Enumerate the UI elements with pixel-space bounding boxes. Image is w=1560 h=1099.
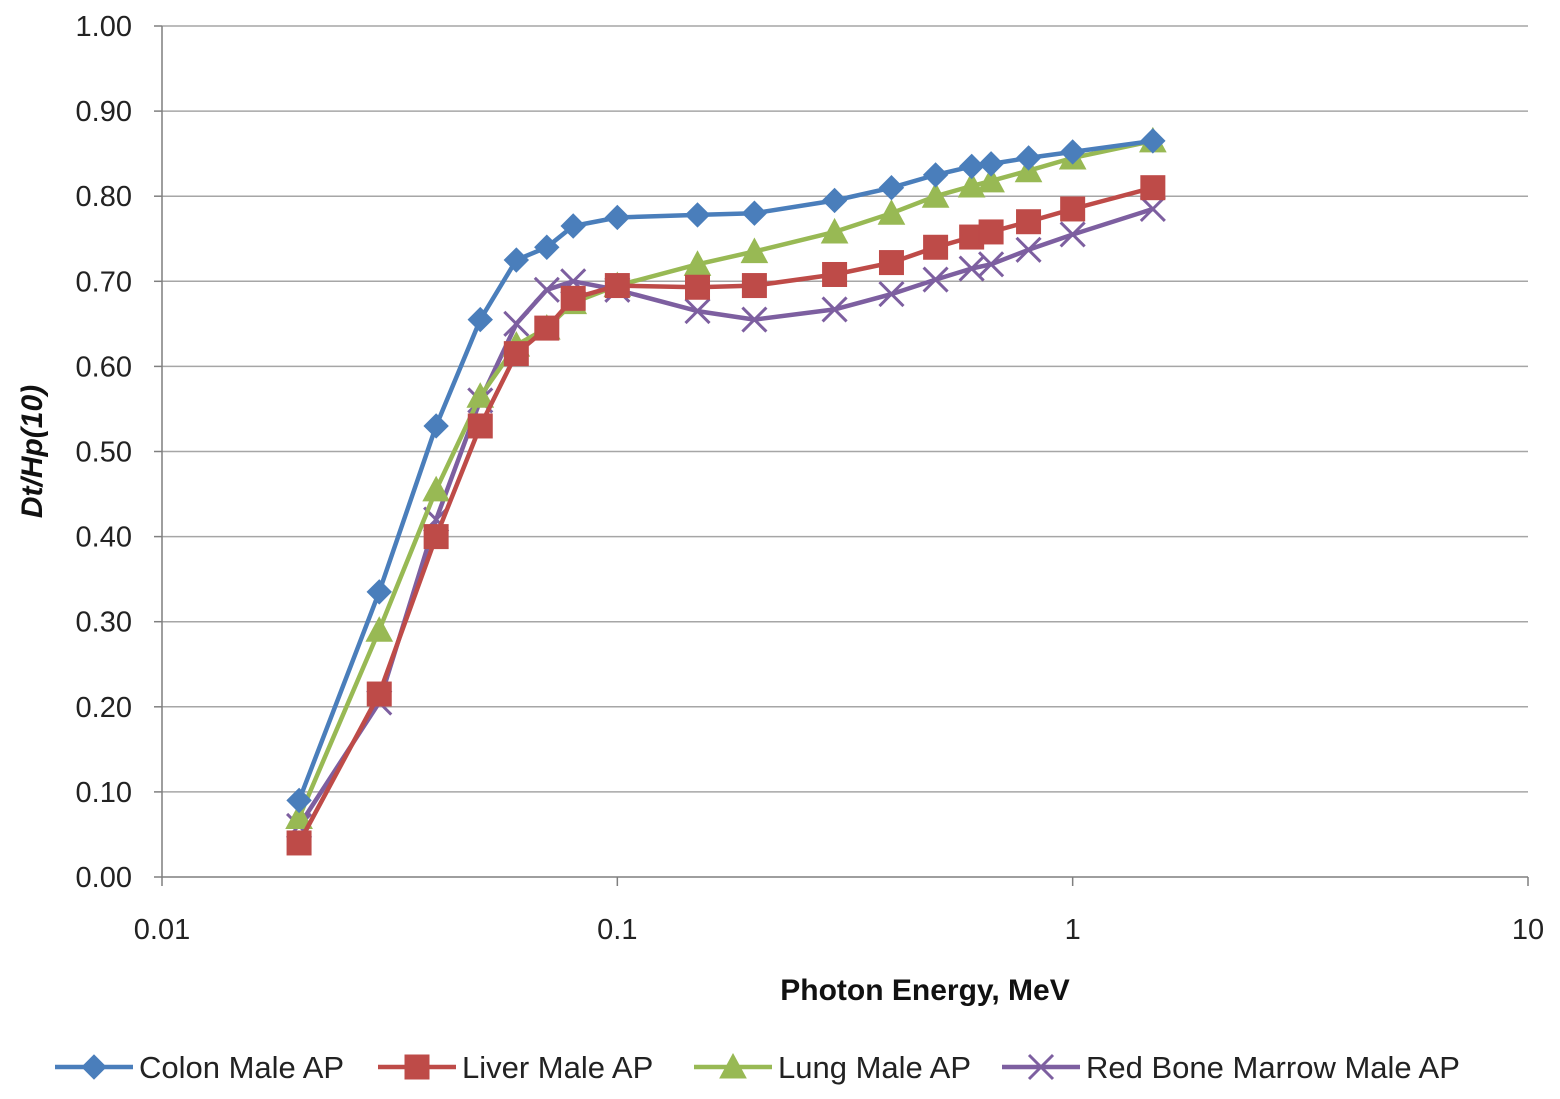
legend-label: Liver Male AP <box>462 1050 653 1085</box>
data-point-triangle <box>820 217 849 244</box>
data-point-diamond <box>922 162 949 188</box>
x-tick-label: 0.1 <box>597 914 637 946</box>
data-point-x <box>978 251 1005 278</box>
data-point-diamond <box>366 579 392 605</box>
legend: Colon Male AP Liver Male AP Lung Male AP Re… <box>55 1050 1460 1085</box>
data-point-diamond <box>286 787 312 814</box>
data-point-square <box>822 261 848 287</box>
data-point-x <box>1059 221 1086 248</box>
data-point-diamond <box>560 213 586 239</box>
data-point-diamond <box>821 187 848 214</box>
series-red-bone-marrow-male-ap <box>286 195 1166 840</box>
data-point-diamond <box>503 247 530 273</box>
data-point-triangle <box>365 616 394 642</box>
data-point-diamond <box>878 174 905 201</box>
data-point-x <box>1027 1053 1055 1081</box>
y-tick-label: 0.90 <box>76 96 132 128</box>
legend-label: Red Bone Marrow Male AP <box>1086 1050 1460 1085</box>
data-point-square <box>1016 209 1042 235</box>
data-point-diamond <box>741 200 768 226</box>
series-line <box>297 138 1154 819</box>
data-point-triangle <box>877 199 906 225</box>
y-tick-label: 0.70 <box>76 266 132 298</box>
grid <box>162 25 1528 793</box>
data-point-x <box>741 306 768 333</box>
data-point-triangle <box>466 382 495 408</box>
data-point-square <box>423 524 449 550</box>
data-point-triangle <box>719 1052 747 1079</box>
x-tick-label: 10 <box>1512 914 1544 946</box>
data-point-diamond <box>1059 139 1086 165</box>
series <box>285 126 1167 856</box>
data-point-diamond <box>81 1054 107 1080</box>
data-point-square <box>978 219 1004 245</box>
data-point-x <box>1015 236 1042 263</box>
data-point-square <box>366 681 392 707</box>
data-point-x <box>533 276 560 303</box>
legend-item: Lung Male AP <box>694 1050 971 1085</box>
y-tick-label: 0.20 <box>76 692 132 724</box>
y-tick-label: 0.40 <box>76 522 132 554</box>
y-tick-label: 0.80 <box>76 181 132 213</box>
series-colon-male-ap <box>286 128 1166 814</box>
data-point-diamond <box>423 413 449 439</box>
data-point-diamond <box>958 153 985 180</box>
data-point-square <box>503 341 529 367</box>
data-point-diamond <box>684 202 711 228</box>
data-point-diamond <box>978 151 1004 177</box>
data-point-square <box>286 830 312 856</box>
series-line <box>296 138 1154 802</box>
data-point-x <box>878 281 905 308</box>
legend-item: Colon Male AP <box>55 1050 344 1085</box>
x-tick-label: 1 <box>1065 914 1081 946</box>
y-tick-label: 1.00 <box>76 11 132 43</box>
data-point-square <box>404 1054 430 1080</box>
data-point-square <box>560 285 586 311</box>
data-point-triangle <box>422 475 450 502</box>
data-point-triangle <box>740 237 769 264</box>
data-point-square <box>685 274 711 300</box>
data-point-diamond <box>467 306 493 333</box>
y-tick-label: 0.10 <box>76 777 132 809</box>
legend-item: Red Bone Marrow Male AP <box>1002 1050 1460 1085</box>
data-point-square <box>923 234 949 260</box>
data-point-square <box>534 315 560 341</box>
data-point-x <box>503 310 530 337</box>
y-axis-title: Dt/Hp(10) <box>16 385 49 518</box>
data-point-triangle <box>977 166 1005 193</box>
data-point-x <box>922 266 949 293</box>
legend-label: Colon Male AP <box>139 1050 344 1085</box>
tick-labels: 0.00 0.10 0.20 0.30 0.40 0.50 0.60 0.70 0.80 0.90… <box>76 11 1545 946</box>
series-liver-male-ap <box>286 175 1166 856</box>
legend-label: Lung Male AP <box>778 1050 971 1085</box>
y-tick-label: 0.50 <box>76 437 132 469</box>
y-tick-label: 0.00 <box>76 862 132 894</box>
data-point-x <box>821 296 848 323</box>
data-point-square <box>878 250 904 276</box>
x-tick-label: 0.01 <box>134 914 190 946</box>
legend-item: Liver Male AP <box>378 1050 653 1085</box>
data-point-diamond <box>604 204 631 231</box>
data-point-square <box>467 413 493 439</box>
data-point-x <box>684 298 711 325</box>
y-tick-label: 0.60 <box>76 351 132 383</box>
axes <box>154 25 1529 886</box>
data-point-triangle <box>921 182 950 208</box>
data-point-diamond <box>1140 128 1166 154</box>
data-point-triangle <box>285 803 313 829</box>
x-axis-title: Photon Energy, MeV <box>780 974 1069 1007</box>
data-point-x <box>1139 195 1166 223</box>
data-point-diamond <box>534 234 560 260</box>
data-point-square <box>741 273 767 299</box>
data-point-square <box>1060 196 1086 222</box>
data-point-square <box>1140 175 1166 201</box>
data-point-diamond <box>1015 145 1042 171</box>
y-tick-label: 0.30 <box>76 607 132 639</box>
data-point-square <box>604 273 630 299</box>
